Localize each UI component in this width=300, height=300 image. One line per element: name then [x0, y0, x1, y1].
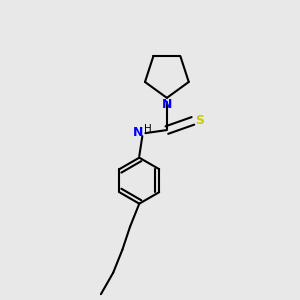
Text: S: S — [195, 114, 204, 127]
Text: N: N — [133, 126, 143, 139]
Text: H: H — [144, 124, 152, 134]
Text: N: N — [162, 98, 172, 111]
